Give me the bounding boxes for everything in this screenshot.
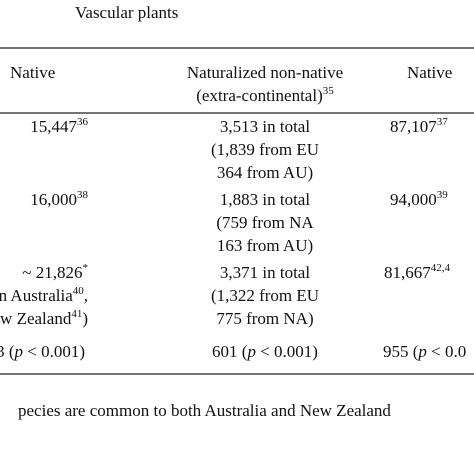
cell: 775 from NA) <box>216 309 313 328</box>
text: 4 in Australia <box>0 286 73 305</box>
col-header: Native <box>407 63 452 82</box>
text: 601 ( <box>212 342 248 361</box>
cell: (759 from NA <box>216 213 314 232</box>
cell: 94,00039 <box>390 189 448 209</box>
text: (extra-continental) <box>196 86 323 105</box>
cell: 3 (p < 0.001) <box>0 342 85 361</box>
text: < 0.0 <box>427 342 466 361</box>
sup: 40 <box>73 285 85 297</box>
text: 94,000 <box>390 190 437 209</box>
sup: * <box>83 262 89 274</box>
cell: 1,883 in total <box>220 190 310 209</box>
text: New Zealand <box>0 309 72 328</box>
cell: 163 from AU) <box>217 236 313 255</box>
cell: 15,44736 <box>30 116 88 136</box>
cell: 4 in Australia40, <box>0 285 88 305</box>
cell: 364 from AU) <box>217 163 313 182</box>
cell: 601 (p < 0.001) <box>212 342 318 361</box>
sup: 38 <box>77 189 89 201</box>
cell: 87,10737 <box>390 116 448 136</box>
cell: 955 (p < 0.0 <box>383 342 466 361</box>
sup: 41 <box>71 308 82 320</box>
col-header: (extra-continental)35 <box>196 85 334 105</box>
text: , <box>84 286 88 305</box>
sup: 37 <box>437 116 449 128</box>
table-body: 15,44736 3,513 in total(1,839 from EU364 … <box>0 116 466 361</box>
text: 3 ( <box>0 342 15 361</box>
title: Vascular plants <box>75 3 178 22</box>
sup: 39 <box>437 189 449 201</box>
text: < 0.001) <box>23 342 85 361</box>
cell: 16,00038 <box>30 189 88 209</box>
sup: 42,4 <box>431 262 451 274</box>
text: 16,000 <box>30 190 77 209</box>
text: ~ 21,826 <box>22 263 82 282</box>
col-header: Naturalized non-native <box>187 63 343 82</box>
cell: 81,66742,4 <box>384 262 451 282</box>
cell: (1,322 from EU <box>211 286 319 305</box>
text: 87,107 <box>390 117 437 136</box>
italic: p <box>246 342 256 361</box>
cell: 3,371 in total <box>220 263 310 282</box>
sup: 36 <box>77 116 89 128</box>
col-header: Native <box>10 63 55 82</box>
cell: ~ 21,826* <box>22 262 88 282</box>
text: < 0.001) <box>256 342 318 361</box>
italic: p <box>14 342 24 361</box>
sup: 35 <box>323 85 335 97</box>
text: 15,447 <box>30 117 77 136</box>
cell: (1,839 from EU <box>211 140 319 159</box>
cell: 3,513 in total <box>220 117 310 136</box>
cell: New Zealand41) <box>0 308 88 328</box>
text: 955 ( <box>383 342 419 361</box>
text: 81,667 <box>384 263 431 282</box>
text: ) <box>82 309 88 328</box>
italic: p <box>417 342 427 361</box>
footnote: pecies are common to both Australia and … <box>18 401 391 420</box>
